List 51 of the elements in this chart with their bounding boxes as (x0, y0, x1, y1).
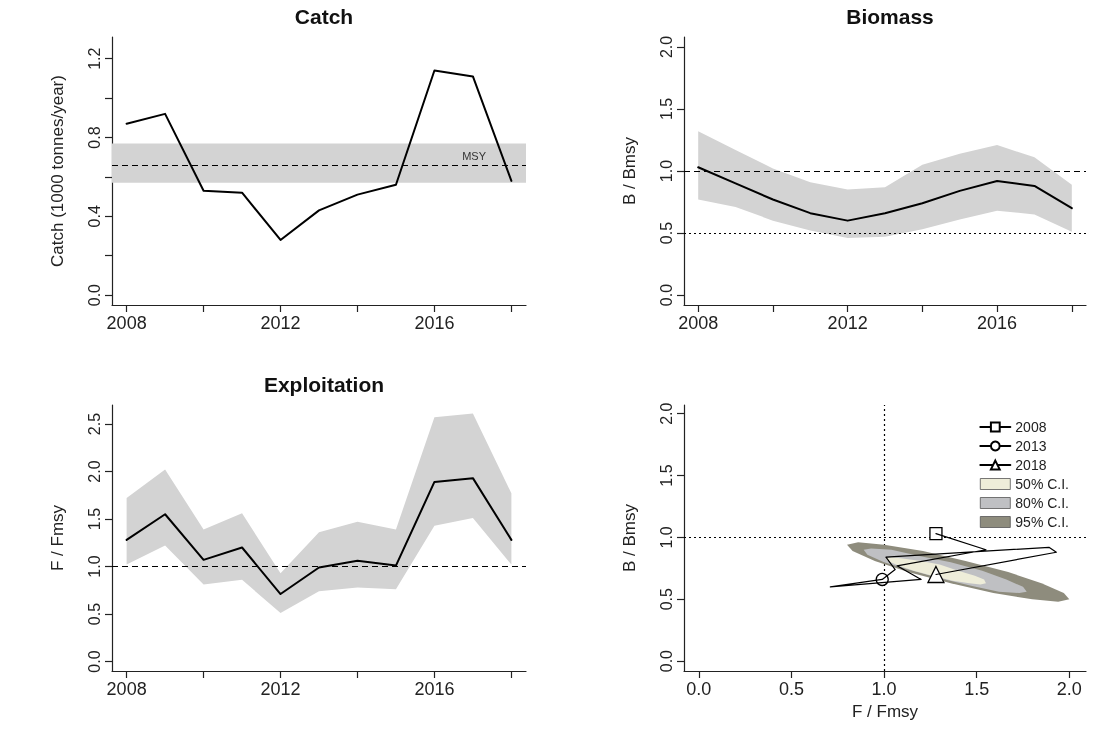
y-tick-label: 0.4 (85, 205, 103, 228)
y-tick-label: 0.5 (657, 221, 675, 245)
x-tick-label: 2008 (106, 313, 147, 333)
x-tick-label: 2012 (260, 313, 301, 333)
y-tick-label: 0.8 (85, 126, 103, 149)
y-tick-label: 0.0 (657, 649, 675, 673)
legend-label: 2013 (1015, 438, 1047, 454)
point (927, 565, 945, 584)
y-tick-label: 0.0 (85, 283, 103, 307)
y-tick-label: 0.5 (85, 602, 103, 626)
y-tick-label: 2.0 (85, 460, 103, 483)
y-tick-label: 2.5 (85, 412, 103, 436)
y-axis-title: B / Bmsy (620, 136, 639, 206)
y-axis-title: Catch (1000 tonnes/year) (48, 75, 67, 267)
y-tick-label: 2.0 (657, 35, 675, 59)
x-tick-label: 0.5 (778, 679, 804, 699)
x-tick-label: 2008 (106, 679, 147, 699)
y-tick-label: 0.5 (657, 588, 675, 611)
x-tick-label: 2016 (414, 313, 455, 333)
x-tick-label: 2016 (977, 313, 1018, 333)
y-tick-label: 1.0 (657, 526, 675, 549)
point (929, 527, 943, 541)
x-tick-label: 2.0 (1056, 679, 1082, 699)
x-tick-label: 2008 (678, 313, 719, 333)
y-tick-label: 1.2 (85, 47, 103, 70)
x-tick-label: 2016 (414, 679, 455, 699)
x-axis-title: F / Fmsy (851, 701, 919, 721)
legend-label: 50% C.I. (1015, 476, 1070, 492)
y-tick-label: 1.0 (85, 555, 103, 578)
ref-line-label: MSY (462, 149, 487, 162)
x-tick-label: 2012 (260, 679, 301, 699)
legend-label: 80% C.I. (1015, 495, 1070, 511)
y-tick-label: 1.0 (657, 159, 675, 183)
y-tick-label: 0.0 (657, 283, 675, 307)
legend-label: 95% C.I. (1015, 514, 1070, 530)
y-tick-label: 1.5 (657, 464, 675, 487)
chart-title: Biomass (846, 5, 934, 28)
chart-title: Catch (294, 5, 354, 28)
chart-title: Exploitation (263, 373, 385, 396)
legend-label: 2008 (1015, 419, 1047, 435)
y-axis-title: F / Fmsy (48, 504, 67, 572)
legend-label: 2018 (1015, 457, 1047, 473)
y-tick-label: 1.5 (85, 507, 103, 531)
x-tick-label: 2012 (827, 313, 868, 333)
y-tick-label: 0.0 (85, 650, 103, 673)
y-axis-title: B / Bmsy (620, 503, 639, 573)
x-tick-label: 1.5 (964, 679, 990, 699)
x-tick-label: 0.0 (686, 679, 712, 699)
y-tick-label: 1.5 (657, 97, 675, 121)
x-tick-label: 1.0 (871, 679, 897, 699)
y-tick-label: 2.0 (657, 402, 675, 425)
